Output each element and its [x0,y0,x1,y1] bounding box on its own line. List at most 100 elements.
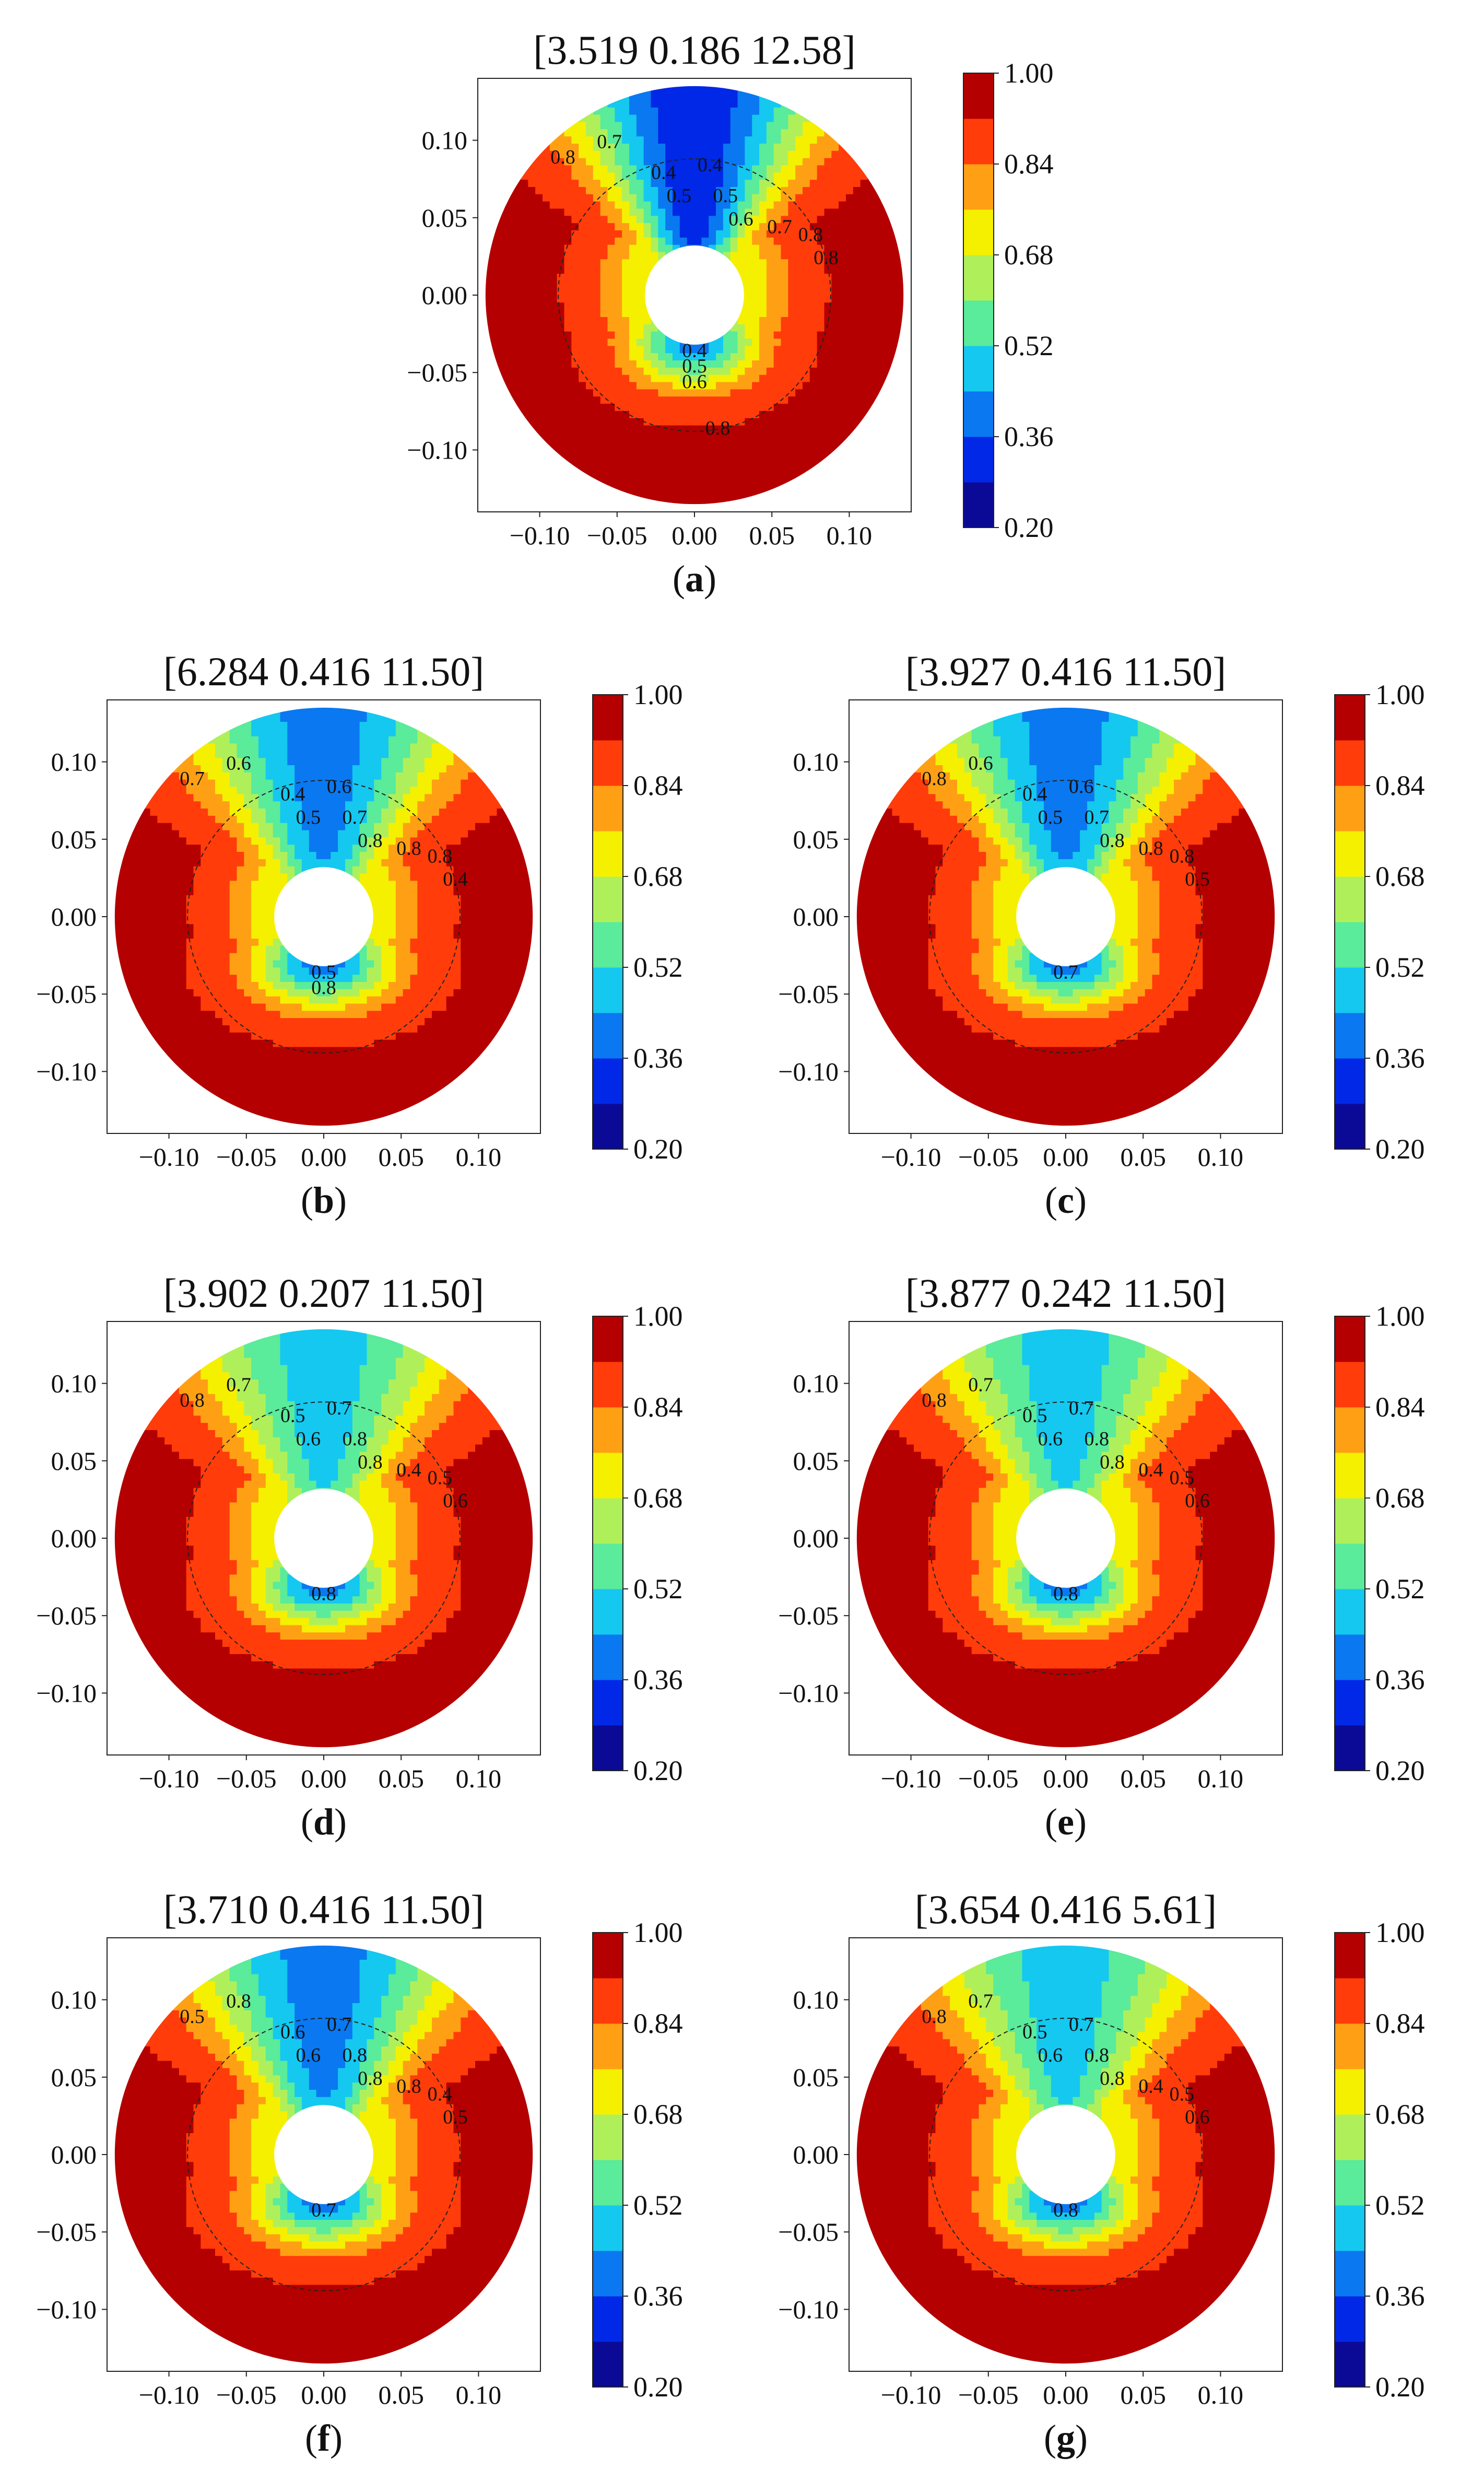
field-cell [875,287,883,296]
field-cell [795,432,803,440]
field-cell [730,150,738,158]
field-cell [643,193,652,202]
field-cell [316,829,324,838]
field-cell [258,952,266,961]
field-cell [331,728,339,736]
field-cell [701,107,710,115]
field-cell [179,844,187,852]
field-cell [157,873,166,881]
field-cell [280,1054,288,1062]
field-cell [208,880,216,888]
field-cell [673,439,680,447]
field-cell [817,309,825,317]
field-cell [506,259,514,267]
field-cell [143,1010,151,1019]
field-cell [730,403,738,411]
field-cell [701,396,710,404]
field-cell [417,865,426,874]
field-cell [687,439,695,447]
field-cell [759,367,767,375]
field-cell [867,280,876,288]
field-cell [338,1061,346,1069]
field-cell [331,981,339,989]
field-cell [417,988,426,997]
field-cell [237,967,245,975]
field-cell [359,822,368,830]
field-cell [323,1032,332,1040]
field-cell [499,331,507,339]
field-cell [309,967,317,975]
field-cell [687,497,695,505]
field-cell [846,193,854,202]
field-cell [679,114,688,122]
field-cell [352,996,360,1004]
field-cell [853,193,861,202]
field-cell [781,150,789,158]
field-cell [135,909,144,917]
field-cell [607,432,616,440]
field-cell [417,815,426,823]
field-cell [615,439,623,447]
field-cell [643,92,652,100]
field-cell [150,923,158,932]
field-cell [803,338,810,346]
field-cell [853,230,861,238]
field-cell [186,822,194,830]
y-tick-label: −0.10 [407,435,467,464]
field-cell [745,461,753,469]
field-cell [809,432,818,440]
field-cell [636,150,644,158]
field-cell [417,801,426,809]
field-cell [506,295,514,303]
field-cell [752,483,760,490]
field-cell [425,1010,432,1019]
field-cell [432,988,440,997]
field-cell [543,367,550,375]
field-cell [615,165,623,173]
field-cell [417,931,426,939]
field-cell [172,786,180,794]
field-cell [723,468,731,476]
field-cell [759,201,767,209]
field-cell [395,750,404,758]
field-cell [759,381,767,390]
field-cell [316,707,324,715]
field-cell [251,1054,259,1062]
field-cell [629,100,637,108]
field-cell [172,1025,180,1033]
field-cell [157,829,166,838]
field-cell [593,425,601,433]
field-cell [773,172,782,180]
field-cell [287,988,296,997]
field-cell [499,280,507,288]
field-cell [831,273,840,281]
field-cell [803,295,810,303]
field-cell [694,100,702,108]
field-cell [287,981,296,989]
field-cell [586,302,594,310]
field-cell [673,201,680,209]
field-cell [215,779,223,787]
field-cell [687,425,695,433]
field-cell [773,179,782,187]
field-cell [395,1039,404,1047]
field-cell [186,959,194,968]
field-cell [395,1046,404,1055]
field-cell [295,822,302,830]
field-cell [535,237,543,245]
field-cell [600,150,608,158]
field-cell [679,237,688,245]
field-cell [403,779,411,787]
field-cell [745,389,753,397]
field-cell [229,1082,238,1091]
field-cell [258,865,266,874]
field-cell [410,801,418,809]
field-cell [679,121,688,130]
field-cell [622,201,630,209]
field-cell [135,988,144,997]
field-cell [882,360,890,368]
field-cell [338,765,346,773]
field-cell [331,844,339,852]
field-cell [716,237,724,245]
field-cell [528,179,536,187]
